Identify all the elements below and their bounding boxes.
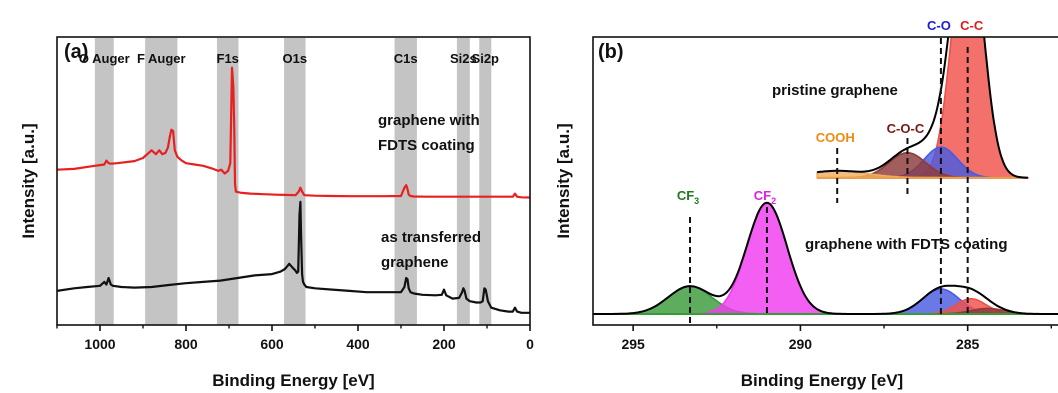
x-tick-label: 800 <box>174 336 198 352</box>
band-3 <box>284 38 306 325</box>
band-label: O1s <box>283 51 308 66</box>
y-axis-title: Intensity [a.u.] <box>19 123 38 238</box>
annotation-text: graphene with <box>378 112 480 129</box>
peak-label: COOH <box>816 130 855 145</box>
spectrum-envelope <box>816 37 1028 179</box>
annotation-text: graphene <box>381 254 449 271</box>
band-label: C1s <box>394 51 418 66</box>
peak-label: C-C <box>960 18 984 33</box>
x-tick-label: 200 <box>432 336 456 352</box>
band-0 <box>94 38 114 325</box>
panel-label: (a) <box>64 41 88 63</box>
band-5 <box>456 38 470 325</box>
x-tick-label: 0 <box>526 336 534 352</box>
peak-label: CF3 <box>677 188 699 206</box>
spectrum-label: graphene with FDTS coating <box>805 236 1008 253</box>
x-tick-label: 290 <box>789 336 813 352</box>
peak-label-subscript: 3 <box>694 196 699 206</box>
peak-label: C-O <box>927 18 951 33</box>
x-axis-title: Binding Energy [eV] <box>741 371 903 390</box>
x-tick-label: 285 <box>956 336 980 352</box>
peak-label-main: C-O-C <box>887 121 925 136</box>
y-axis-title: Intensity [a.u.] <box>554 123 573 238</box>
peak-label-subscript: 2 <box>771 196 776 206</box>
plot-frame <box>592 36 1058 326</box>
band-label: Si2s <box>450 51 477 66</box>
spectrum-envelope <box>593 201 1058 315</box>
series-line-0 <box>56 66 531 199</box>
peak-label: CF2 <box>754 188 776 206</box>
annotation-text: as transferred <box>381 229 481 246</box>
x-tick-label: 295 <box>621 336 645 352</box>
band-label: O Auger <box>79 51 130 66</box>
peak-label-main: C-C <box>960 18 984 33</box>
band-label: F Auger <box>137 51 186 66</box>
peak-label-main: C-O <box>927 18 951 33</box>
band-6 <box>479 38 492 325</box>
peak-fill <box>593 201 1058 315</box>
x-tick-label: 600 <box>260 336 284 352</box>
peak-label-main: CF <box>677 188 694 203</box>
peak-label-main: COOH <box>816 130 855 145</box>
band-1 <box>145 38 178 325</box>
panel-label: (b) <box>598 41 624 63</box>
plot-area <box>593 37 1058 315</box>
peak-label: C-O-C <box>887 121 925 136</box>
plot-frame <box>56 36 531 326</box>
x-axis-title: Binding Energy [eV] <box>212 371 374 390</box>
x-tick-label: 1000 <box>84 336 115 352</box>
annotation-text: FDTS coating <box>378 137 475 154</box>
band-label: F1s <box>217 51 239 66</box>
band-4 <box>394 38 417 325</box>
peak-label-main: CF <box>754 188 771 203</box>
spectrum-label: pristine graphene <box>772 82 898 99</box>
x-tick-label: 400 <box>346 336 370 352</box>
series-line-1 <box>56 200 530 314</box>
band-label: Si2p <box>472 51 500 66</box>
